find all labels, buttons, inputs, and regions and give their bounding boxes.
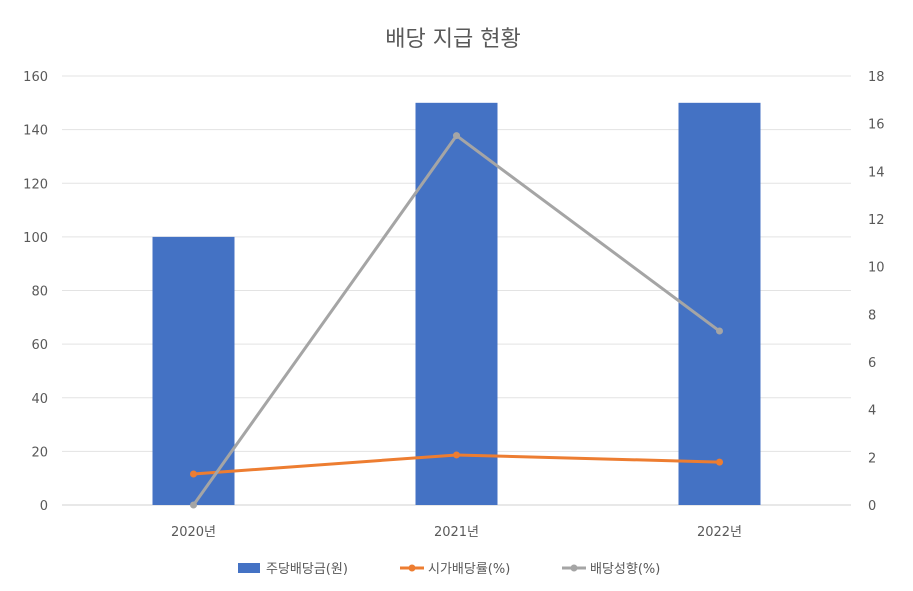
legend-label: 배당성향(%) (590, 562, 660, 577)
right-tick-label: 8 (868, 308, 876, 323)
chart-title: 배당 지급 현황 (385, 27, 520, 52)
right-tick-label: 0 (868, 499, 876, 514)
left-tick-label: 60 (31, 338, 48, 353)
line-point (716, 458, 723, 466)
x-axis: 2020년 2021년 2022년 (171, 525, 742, 540)
line-point (453, 451, 460, 459)
line-series (190, 132, 723, 509)
x-tick-label: 2022년 (697, 525, 742, 540)
left-tick-label: 160 (23, 70, 48, 85)
line-point (716, 327, 723, 335)
line-point (190, 501, 197, 509)
x-tick-label: 2020년 (171, 525, 216, 540)
line-point (453, 132, 460, 140)
legend-label: 시가배당률(%) (428, 562, 510, 577)
legend-label: 주당배당금(원) (266, 562, 348, 577)
left-tick-label: 40 (31, 392, 48, 407)
right-tick-label: 10 (868, 261, 885, 276)
right-axis: 0 2 4 6 8 10 12 14 16 18 (868, 70, 885, 514)
line-point (190, 470, 197, 478)
left-tick-label: 20 (31, 445, 48, 460)
legend-swatch-bar (238, 563, 260, 573)
bar-2021년 (415, 102, 498, 505)
right-tick-label: 2 (868, 451, 876, 466)
x-tick-label: 2021년 (434, 525, 479, 540)
right-tick-label: 14 (868, 165, 885, 180)
legend: 주당배당금(원) 시가배당률(%) 배당성향(%) (238, 562, 660, 577)
left-axis: 0 20 40 60 80 100 120 140 160 (23, 70, 48, 514)
bar-series (152, 102, 761, 505)
left-tick-label: 80 (31, 285, 48, 300)
legend-swatch-marker (570, 564, 578, 572)
bar-2022년 (678, 102, 761, 505)
bar-2020년 (152, 236, 235, 505)
right-tick-label: 6 (868, 356, 876, 371)
right-tick-label: 16 (868, 118, 885, 133)
right-tick-label: 4 (868, 404, 876, 419)
left-tick-label: 0 (40, 499, 48, 514)
left-tick-label: 120 (23, 177, 48, 192)
left-tick-label: 140 (23, 124, 48, 139)
right-tick-label: 12 (868, 213, 885, 228)
right-tick-label: 18 (868, 70, 885, 85)
legend-swatch-marker (408, 564, 416, 572)
left-tick-label: 100 (23, 231, 48, 246)
